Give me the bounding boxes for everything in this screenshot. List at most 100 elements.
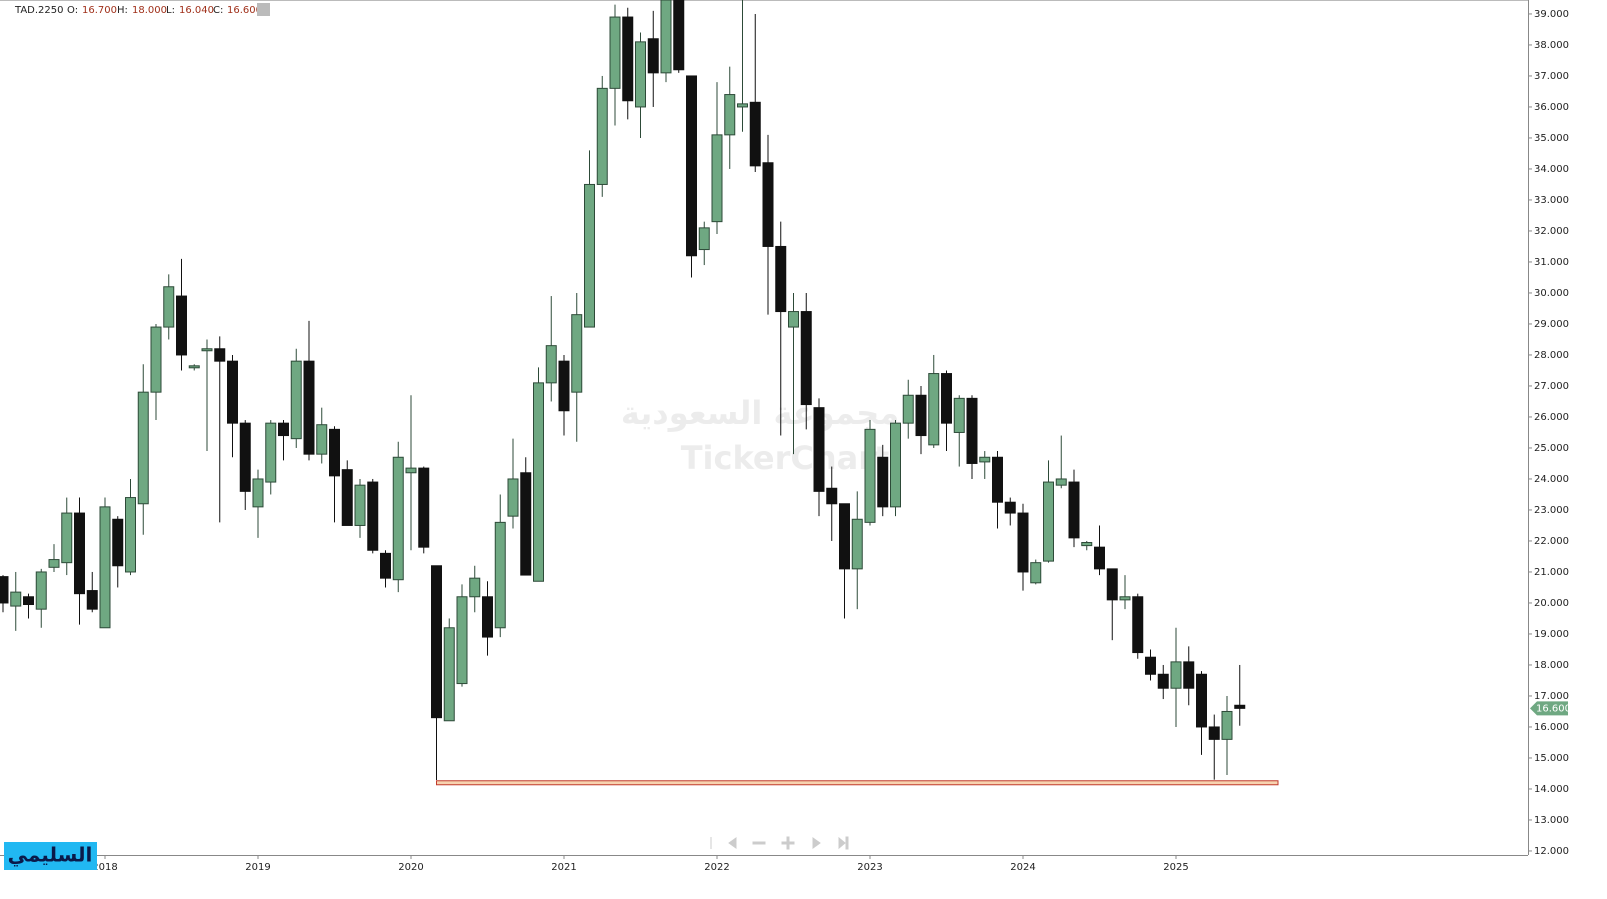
candle-body [775,245,787,313]
candle-body [813,407,825,492]
header-value: 18.000 [132,5,167,16]
nav-right[interactable] [812,837,821,849]
y-tick-label: 16.000 [1534,722,1569,733]
candle-body [239,422,251,492]
candle-body [635,41,646,108]
y-tick-label: 21.000 [1534,567,1569,578]
candle-body [609,16,621,89]
badge-bg [4,842,97,870]
watermark-arabic: مجموعة السعودية [621,394,899,432]
y-tick-label: 36.000 [1534,102,1569,113]
candle-body [494,521,506,629]
candle-body [890,422,901,508]
candle-body [1221,710,1233,740]
candle-body [1017,512,1029,573]
candle-body [1119,596,1131,601]
nav-zoom-out[interactable] [752,841,766,845]
candle-body [507,478,519,517]
y-tick-label: 22.000 [1534,536,1569,547]
candle-body [660,0,672,74]
last-price-tag [1530,701,1568,716]
candle-body [979,456,991,463]
y-tick-label: 30.000 [1534,288,1569,299]
candle-body [265,422,277,483]
candle-body [367,481,379,551]
candle-body [1004,501,1016,514]
y-tick-label: 39.000 [1534,9,1569,20]
symbol: TAD.2250 [14,5,64,16]
header-value: 16.700 [82,5,117,16]
y-tick-label: 32.000 [1534,226,1569,237]
candle-body [341,469,353,526]
y-tick-label: 23.000 [1534,505,1569,516]
candle-body [1196,673,1207,728]
y-tick-label: 38.000 [1534,40,1569,51]
candle-body [647,38,659,74]
candle-body [826,487,838,505]
candle-body [762,162,774,247]
candle-body [915,394,927,437]
y-tick-label: 31.000 [1534,257,1569,268]
candle-body [800,311,812,406]
candle-body [1208,726,1220,740]
candle-body [1132,596,1144,654]
x-tick-label: 2022 [704,862,729,873]
candle-body [992,456,1003,503]
nav-left[interactable] [728,837,737,849]
candle-body [125,497,136,573]
candle-body [839,503,850,570]
candle-body [1043,481,1054,562]
header-key: H: [117,5,128,16]
candle-body [966,397,978,464]
y-tick-label: 28.000 [1534,350,1569,361]
candle-body [443,627,455,722]
y-tick-label: 29.000 [1534,319,1569,330]
candle-body [1106,568,1118,601]
nav-buttons[interactable] [710,836,849,850]
y-tick-label: 27.000 [1534,381,1569,392]
x-tick-label: 2021 [551,862,576,873]
support-line [436,780,1279,786]
candle-body [392,456,404,581]
nav-end[interactable] [838,836,849,850]
candle-body [278,422,289,437]
candle-body [227,360,238,424]
candle-body [1094,546,1105,570]
watermark-brand: TickerChart [681,439,890,477]
candle-body [902,394,914,424]
candle-body [749,101,761,167]
y-tick-label: 34.000 [1534,164,1569,175]
last-price-label: 16.600 [1536,703,1571,714]
x-tick-label: 2024 [1010,862,1035,873]
candle-body [584,183,595,328]
y-tick-label: 26.000 [1534,412,1569,423]
y-tick-label: 35.000 [1534,133,1569,144]
candle-body [1157,673,1169,689]
candle-body [456,596,468,685]
x-tick-label: 2020 [398,862,423,873]
candle-body [99,506,111,629]
candle-body [1145,656,1156,675]
candle-body [711,134,723,223]
candle-body [571,314,583,393]
y-tick-label: 14.000 [1534,784,1569,795]
x-tick-label: 2018 [92,862,117,873]
y-tick-label: 25.000 [1534,443,1569,454]
candle-body [188,365,200,369]
candle-body [545,345,557,384]
nav-zoom-in[interactable] [781,836,795,850]
candle-body [698,227,710,251]
badge: السليمي [8,843,93,868]
candle-body [686,75,697,257]
candle-body [941,373,952,424]
header-value: 16.600 [227,5,262,16]
candle-body [329,428,340,477]
candle-body [112,518,124,567]
candle-body [35,571,47,610]
y-tick-label: 18.000 [1534,660,1569,671]
header-value: 16.040 [179,5,214,16]
y-tick-label: 33.000 [1534,195,1569,206]
candle-body [928,373,940,446]
candle-body [1068,481,1080,539]
